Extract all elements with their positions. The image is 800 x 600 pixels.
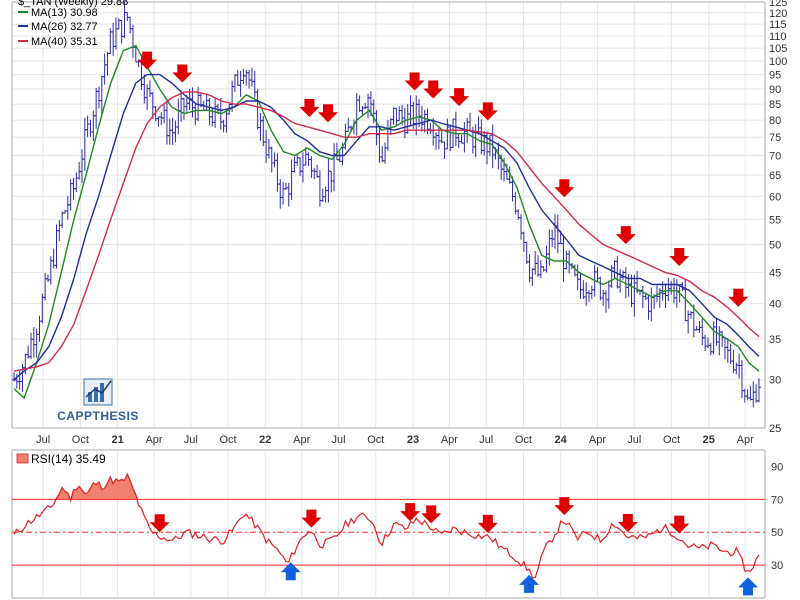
x-tick-label: Oct <box>367 434 384 446</box>
rsi-sell-arrow <box>477 514 498 533</box>
legend-ma26: MA(26) 32.77 <box>31 21 98 33</box>
capp-thesis-logo: CAPPTHESIS <box>57 378 139 423</box>
price-y-tick-label: 85 <box>769 99 781 111</box>
price-sell-arrow <box>299 99 320 118</box>
price-sell-arrow <box>554 179 575 198</box>
x-tick-label: Jul <box>36 434 50 446</box>
rsi-title: RSI(14) 35.49 <box>31 452 106 466</box>
rsi-buy-arrow <box>519 574 540 593</box>
x-tick-label: 24 <box>555 434 568 446</box>
rsi-buy-arrow <box>738 577 759 596</box>
price-y-tick-label: 75 <box>769 132 781 144</box>
rsi-sell-arrow <box>617 514 638 533</box>
x-tick-label: 22 <box>259 434 271 446</box>
price-sell-arrow <box>318 104 339 123</box>
rsi-sell-arrow <box>400 503 421 522</box>
price-y-tick-label: 105 <box>769 43 787 55</box>
ma40-line <box>13 91 760 372</box>
rsi-buy-arrow <box>280 562 301 581</box>
x-tick-label: Apr <box>293 434 310 446</box>
legend-ma13: MA(13) 30.98 <box>31 7 98 19</box>
x-tick-label: Apr <box>145 434 162 446</box>
moving-average-lines <box>13 44 760 400</box>
x-tick-label: 21 <box>111 434 123 446</box>
price-y-tick-label: 55 <box>769 214 781 226</box>
rsi-legend: RSI(14) 35.49 <box>16 452 106 466</box>
x-tick-label: 25 <box>703 434 715 446</box>
rsi-legend-swatch <box>16 453 29 464</box>
rsi-sell-arrow <box>421 505 442 524</box>
rsi-sell-arrow <box>301 509 322 528</box>
rsi-y-tick-label: 90 <box>771 461 783 473</box>
x-axis: Jul Oct 21 Apr Jul Oct 22 Apr Jul Oct 23 Apr Jul Oct 2… <box>36 434 754 446</box>
logo-text: CAPPTHESIS <box>57 409 139 423</box>
price-y-axis: 2530354045505560657075808590951001051101… <box>769 0 787 435</box>
price-sell-arrow <box>449 88 470 107</box>
price-y-tick-label: 35 <box>769 334 781 346</box>
price-sell-arrow <box>404 72 425 91</box>
price-y-tick-label: 50 <box>769 240 781 252</box>
price-bars <box>12 1 761 408</box>
price-y-tick-label: 40 <box>769 299 781 311</box>
ma26-line <box>13 73 760 381</box>
price-grid <box>12 1 765 429</box>
price-y-tick-label: 100 <box>769 56 787 68</box>
rsi-overbought-fill <box>14 474 759 500</box>
price-sell-arrow <box>615 226 636 245</box>
price-y-tick-label: 125 <box>769 0 787 9</box>
rsi-sell-arrow <box>669 515 690 534</box>
x-tick-label: Jul <box>479 434 493 446</box>
rsi-panel: 30 50 70 90 RSI(14) 35.49 <box>11 449 783 599</box>
rsi-sell-arrow <box>149 514 170 533</box>
price-y-tick-label: 30 <box>769 375 781 387</box>
price-sell-arrow <box>137 51 158 70</box>
chart-title: $_TAN (Weekly) 29.88 <box>18 0 128 8</box>
price-sell-arrows <box>137 51 749 307</box>
legend-ma40: MA(40) 35.31 <box>31 36 98 48</box>
x-tick-label: Oct <box>219 434 236 446</box>
price-y-tick-label: 65 <box>769 170 781 182</box>
rsi-line <box>13 472 760 579</box>
price-y-tick-label: 90 <box>769 84 781 96</box>
price-y-tick-label: 70 <box>769 150 781 162</box>
price-y-tick-label: 45 <box>769 267 781 279</box>
price-sell-arrow <box>728 288 749 307</box>
rsi-y-tick-label: 70 <box>771 494 783 506</box>
price-y-tick-label: 60 <box>769 191 781 203</box>
price-y-tick-label: 110 <box>769 31 787 43</box>
price-sell-arrow <box>477 102 498 121</box>
price-sell-arrow <box>172 64 193 83</box>
price-y-tick-label: 120 <box>769 8 787 20</box>
x-tick-label: Jul <box>331 434 345 446</box>
price-sell-arrow <box>423 80 444 99</box>
x-tick-label: Apr <box>589 434 606 446</box>
price-panel: 2530354045505560657075808590951001051101… <box>11 0 787 446</box>
x-tick-label: Apr <box>737 434 754 446</box>
rsi-signal-arrows <box>149 497 759 596</box>
rsi-y-tick-label: 30 <box>771 560 783 572</box>
price-y-tick-label: 95 <box>769 70 781 82</box>
x-tick-label: Jul <box>184 434 198 446</box>
legend: $_TAN (Weekly) 29.88 MA(13) 30.98 MA(26)… <box>18 0 128 48</box>
x-tick-label: Oct <box>663 434 680 446</box>
price-y-tick-label: 115 <box>769 19 787 31</box>
x-tick-label: Jul <box>627 434 641 446</box>
x-tick-label: Apr <box>441 434 458 446</box>
rsi-sell-arrow <box>554 497 575 516</box>
price-y-tick-label: 80 <box>769 115 781 127</box>
x-tick-label: Oct <box>515 434 532 446</box>
x-tick-label: Oct <box>72 434 89 446</box>
price-sell-arrow <box>669 247 690 266</box>
x-tick-label: 23 <box>407 434 419 446</box>
rsi-y-axis: 30 50 70 90 <box>771 461 783 572</box>
price-y-tick-label: 25 <box>769 423 781 435</box>
rsi-y-tick-label: 50 <box>771 527 783 539</box>
